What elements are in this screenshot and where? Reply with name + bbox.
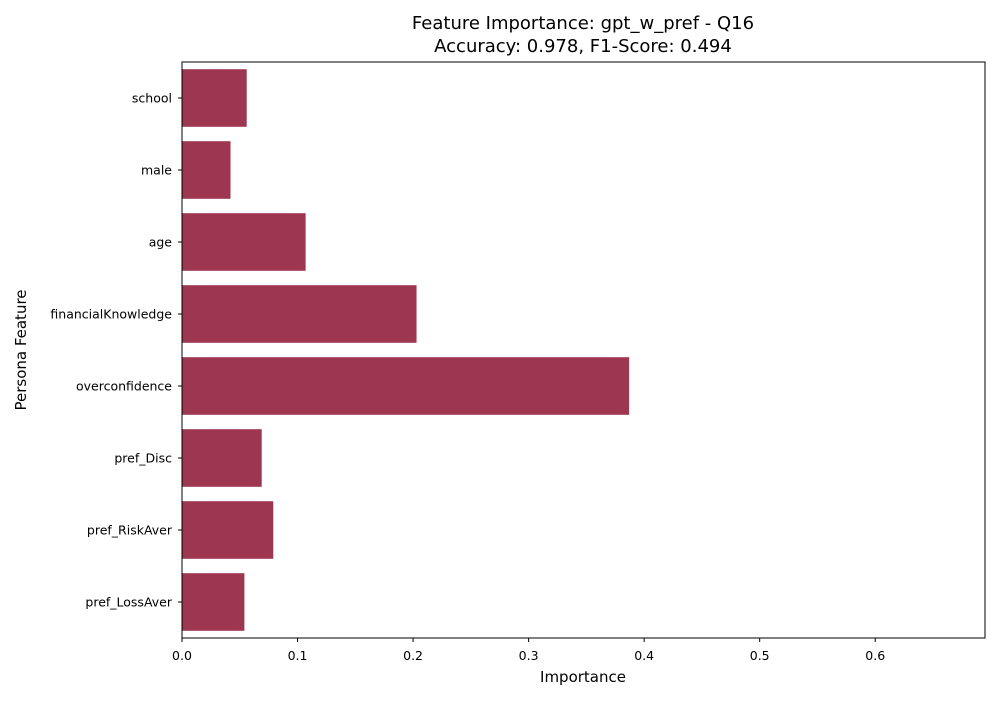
x-tick-label: 0.5	[750, 648, 770, 663]
x-ticks-group: 0.0 0.1 0.2 0.3 0.4 0.5 0.6	[172, 638, 885, 663]
y-tick-label: pref_RiskAver	[87, 523, 173, 538]
bar-overconfidence	[182, 357, 630, 415]
x-tick-label: 0.4	[634, 648, 654, 663]
y-tick-label: pref_LossAver	[85, 595, 172, 610]
x-tick-label: 0.2	[403, 648, 423, 663]
x-tick-label: 0.0	[172, 648, 192, 663]
x-axis-label: Importance	[540, 668, 626, 686]
y-tick-label: school	[132, 91, 172, 106]
y-axis-label: Persona Feature	[12, 289, 30, 410]
bars-group	[182, 69, 630, 631]
chart-title-line-2: Accuracy: 0.978, F1-Score: 0.494	[434, 36, 732, 57]
y-tick-label: pref_Disc	[114, 451, 172, 466]
y-ticks-group: school male age financialKnowledge overconfi…	[50, 91, 182, 610]
y-tick-label: male	[141, 163, 172, 178]
bar-pref_LossAver	[182, 573, 245, 631]
x-tick-label: 0.3	[519, 648, 539, 663]
x-tick-label: 0.1	[288, 648, 308, 663]
chart-title-line-1: Feature Importance: gpt_w_pref - Q16	[412, 13, 754, 34]
y-tick-label: financialKnowledge	[50, 307, 172, 322]
bar-pref_Disc	[182, 429, 262, 487]
plot-frame	[181, 61, 986, 639]
bar-pref_RiskAver	[182, 501, 274, 559]
bar-age	[182, 213, 306, 271]
y-tick-label: overconfidence	[76, 379, 172, 394]
y-tick-label: age	[149, 235, 173, 250]
bar-school	[182, 69, 247, 127]
bar-financialKnowledge	[182, 285, 417, 343]
bar-male	[182, 141, 231, 199]
x-tick-label: 0.6	[865, 648, 885, 663]
